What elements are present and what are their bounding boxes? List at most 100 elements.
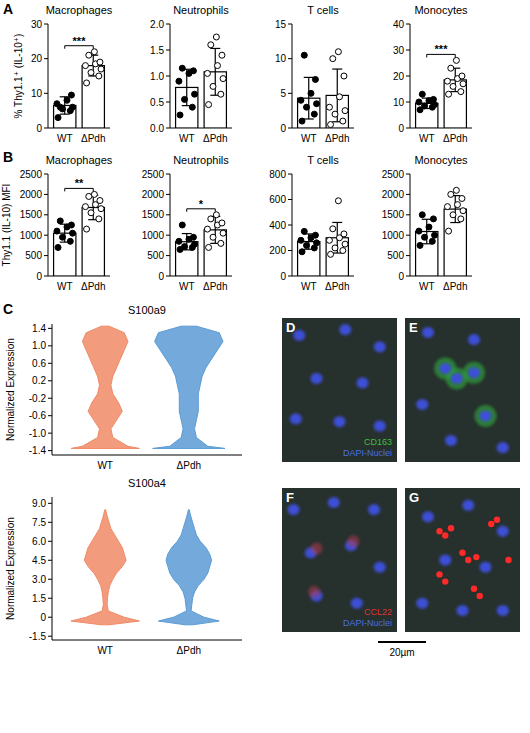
y-tick: [406, 174, 410, 175]
data-point: [304, 242, 310, 248]
nucleus: [357, 377, 369, 388]
micrograph-bg: [405, 318, 520, 462]
ccl22-spot: [477, 593, 483, 599]
y-tick: [406, 50, 410, 51]
x-tick-label: WT: [179, 281, 195, 292]
scale-bar-label: 20µm: [389, 647, 414, 658]
x-tick-label: WT: [57, 133, 73, 144]
y-tick-label: -1.5: [29, 631, 47, 642]
y-tick: [406, 194, 410, 195]
panel-letter: A: [3, 1, 13, 17]
data-point: [430, 216, 436, 222]
error-cap: [304, 118, 314, 119]
data-point: [312, 232, 318, 238]
y-tick-label: 1.0: [32, 340, 46, 351]
error-cap: [182, 233, 192, 234]
y-tick-label: 500: [387, 250, 404, 261]
x-tick-label: WT: [97, 645, 113, 656]
y-tick-label: 0: [398, 271, 404, 282]
violin: [153, 326, 225, 448]
data-point: [458, 89, 464, 95]
bar: [204, 230, 226, 276]
nucleus: [334, 416, 346, 427]
bar: [54, 233, 76, 276]
micrograph-bg: [282, 488, 397, 632]
data-point: [57, 218, 63, 224]
y-tick-label: 0: [398, 123, 404, 134]
data-point: [459, 195, 465, 201]
data-point: [55, 244, 61, 250]
data-point: [177, 112, 183, 118]
scale-bar: [378, 641, 426, 643]
data-point: [179, 65, 185, 71]
data-point: [444, 204, 450, 210]
data-point: [341, 73, 347, 79]
data-point: [342, 108, 348, 114]
data-point: [218, 240, 224, 246]
error-cap: [60, 114, 70, 115]
x-tick-label: WT: [419, 133, 435, 144]
data-point: [336, 94, 342, 100]
micrograph: [282, 488, 397, 632]
y-tick-label: 30: [31, 19, 43, 30]
y-axis-title: Normalized Expression: [5, 338, 16, 441]
y-tick-label: 0.6: [32, 358, 46, 369]
data-point: [97, 198, 103, 204]
error-bar: [455, 196, 456, 223]
y-tick-label: 0: [280, 123, 286, 134]
y-tick: [288, 276, 292, 277]
y-tick: [406, 24, 410, 25]
data-point: [298, 97, 304, 103]
y-tick: [288, 24, 292, 25]
data-point: [70, 104, 76, 110]
data-point: [96, 216, 102, 222]
data-point: [218, 91, 224, 97]
y-tick: [48, 363, 52, 364]
data-point: [328, 251, 334, 257]
data-point: [214, 63, 220, 69]
y-tick: [44, 235, 48, 236]
data-point: [68, 222, 74, 228]
cd163-signal: [463, 362, 485, 384]
ccl22-spot: [448, 525, 454, 531]
data-point: [182, 96, 188, 102]
data-point: [208, 42, 214, 48]
y-tick: [166, 214, 170, 215]
panel-letter: E: [409, 320, 418, 335]
y-tick: [44, 24, 48, 25]
chart-title: Macrophages: [46, 154, 113, 166]
y-tick: [406, 76, 410, 77]
plot-area: [176, 212, 227, 276]
nucleus: [311, 373, 323, 384]
y-tick: [288, 174, 292, 175]
x-tick-label: ΔPdh: [81, 133, 105, 144]
y-axis: [52, 497, 53, 640]
y-tick-label: 9.0: [32, 498, 46, 509]
channel-label: CD163: [364, 437, 392, 447]
y-tick-label: 0: [158, 271, 164, 282]
y-tick-label: 2500: [20, 169, 43, 180]
x-tick-label: WT: [419, 281, 435, 292]
data-point: [426, 224, 432, 230]
y-tick-label: 15: [275, 19, 287, 30]
data-point: [298, 237, 304, 243]
data-point: [342, 241, 348, 247]
micrograph-bg: [405, 488, 520, 632]
data-point: [98, 66, 104, 72]
data-point: [459, 73, 465, 79]
y-tick: [48, 503, 52, 504]
x-tick-label: ΔPdh: [443, 281, 467, 292]
data-point: [57, 104, 63, 110]
ccl22-spot: [465, 557, 471, 563]
x-tick-label: WT: [301, 281, 317, 292]
data-point: [219, 52, 225, 58]
y-tick-label: 1.5: [150, 45, 164, 56]
y-tick: [288, 225, 292, 226]
y-tick-label: 600: [269, 194, 286, 205]
y-tick-label: -1.4: [29, 445, 47, 456]
x-tick-label: ΔPdh: [177, 460, 201, 471]
data-point: [179, 222, 185, 228]
y-tick-label: 1500: [142, 209, 165, 220]
bar: [176, 242, 198, 276]
panel-letter: D: [286, 320, 295, 335]
